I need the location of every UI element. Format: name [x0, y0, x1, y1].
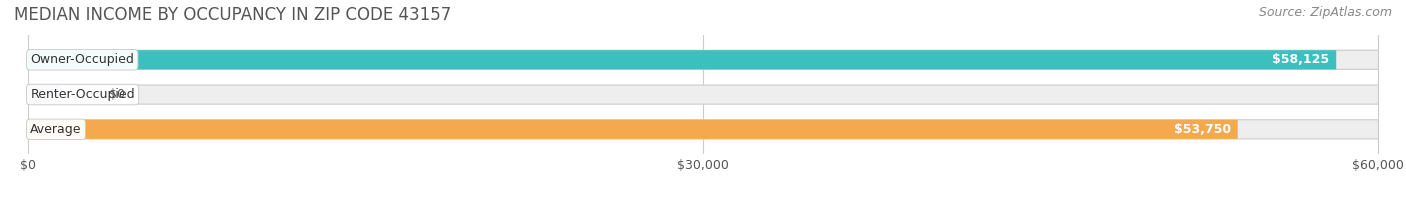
Text: $53,750: $53,750 [1174, 123, 1232, 136]
Text: $0: $0 [108, 88, 125, 101]
FancyBboxPatch shape [28, 50, 1336, 69]
Text: Renter-Occupied: Renter-Occupied [31, 88, 135, 101]
Text: $58,125: $58,125 [1272, 53, 1330, 66]
Text: MEDIAN INCOME BY OCCUPANCY IN ZIP CODE 43157: MEDIAN INCOME BY OCCUPANCY IN ZIP CODE 4… [14, 6, 451, 24]
FancyBboxPatch shape [28, 120, 1378, 139]
FancyBboxPatch shape [28, 50, 1378, 69]
FancyBboxPatch shape [28, 85, 1378, 104]
FancyBboxPatch shape [28, 85, 62, 104]
Text: Average: Average [31, 123, 82, 136]
Text: Owner-Occupied: Owner-Occupied [31, 53, 134, 66]
FancyBboxPatch shape [28, 120, 1237, 139]
Text: Source: ZipAtlas.com: Source: ZipAtlas.com [1258, 6, 1392, 19]
